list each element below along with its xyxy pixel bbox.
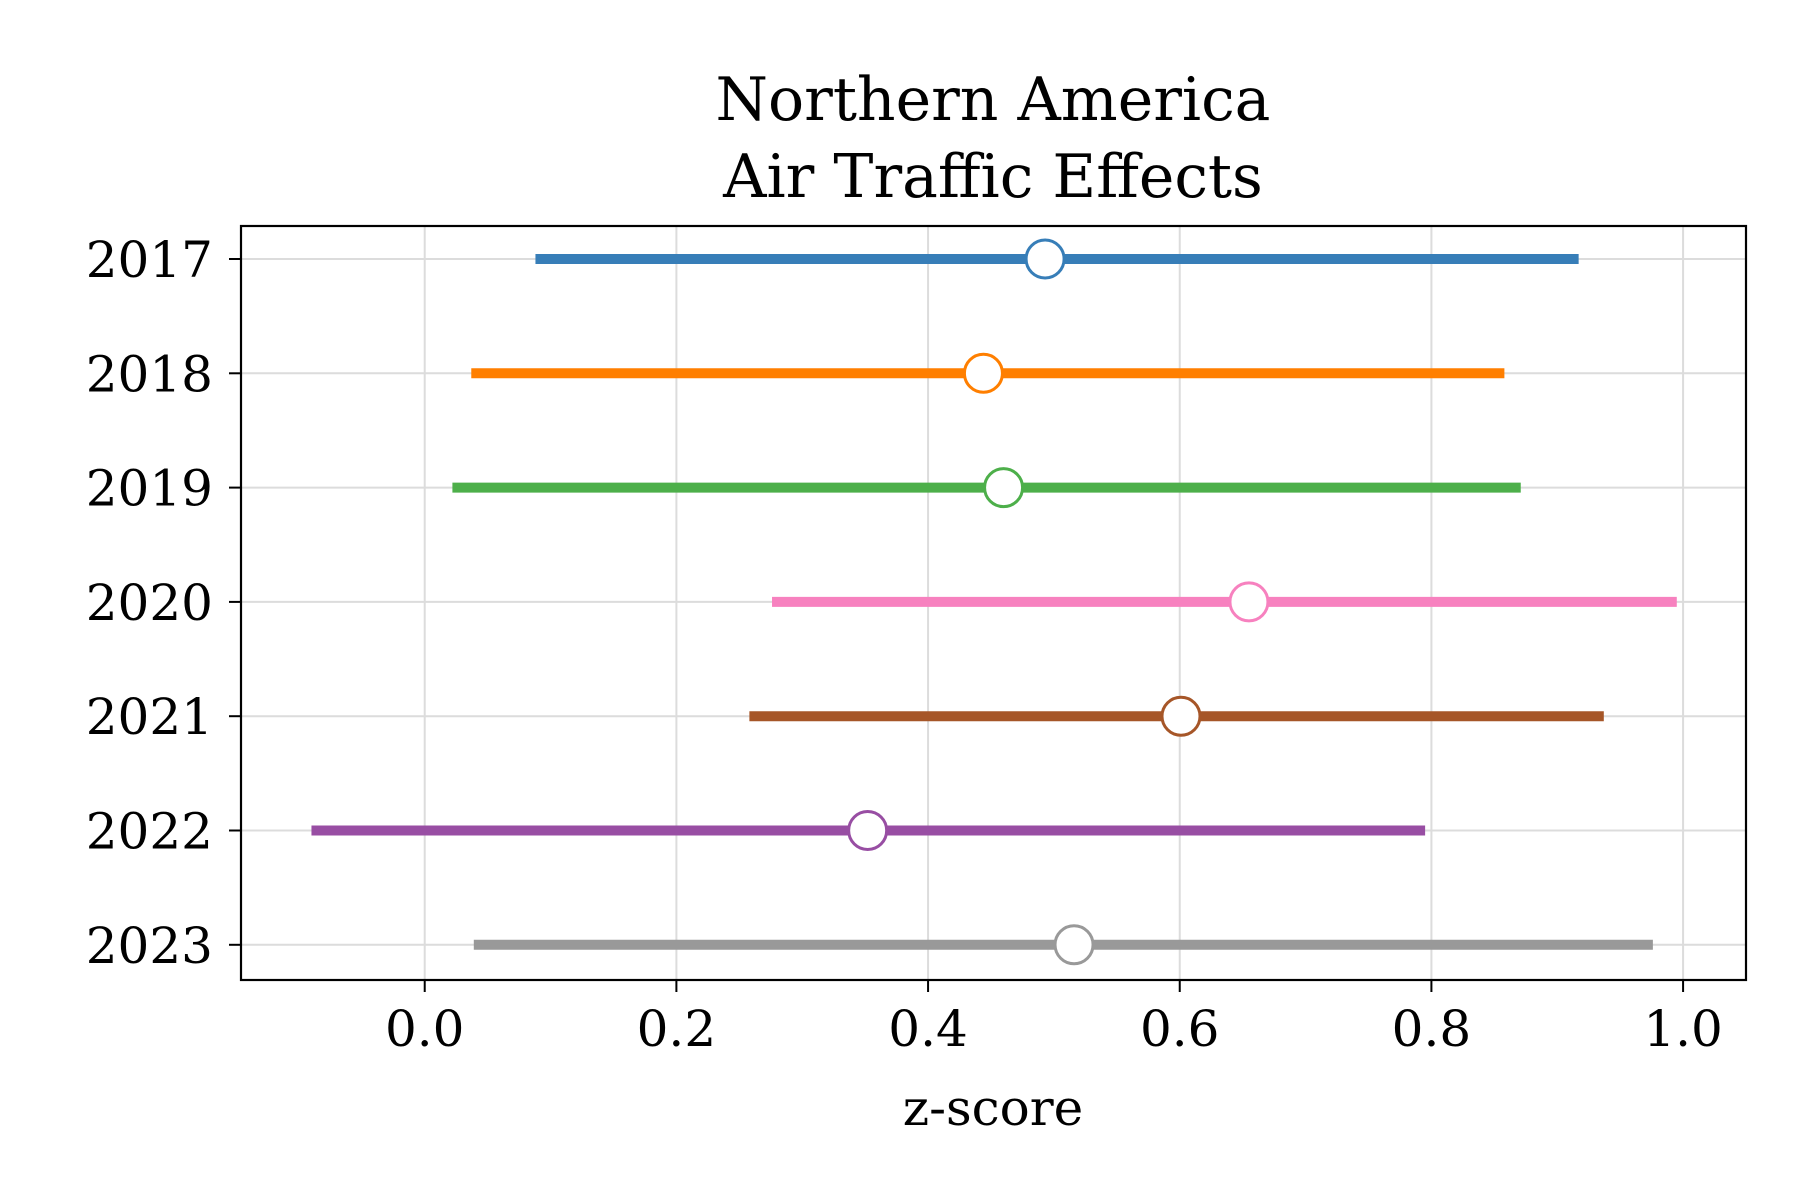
estimate-point (1053, 924, 1095, 966)
y-tick-label: 2023 (86, 917, 213, 975)
y-tick-label: 2019 (86, 460, 213, 518)
title-line-1: Northern America (716, 65, 1271, 135)
x-tick-label: 1.0 (1643, 1000, 1723, 1058)
x-tick-label: 0.2 (637, 1000, 717, 1058)
estimate-point (847, 810, 889, 851)
x-tick-label: 0.8 (1392, 1000, 1472, 1058)
x-tick-label: 0.0 (385, 1000, 465, 1058)
x-tick-label: 0.4 (888, 1000, 968, 1058)
plot-frame (239, 224, 1748, 982)
title-line-2: Air Traffic Effects (722, 142, 1263, 212)
estimate-point (1024, 238, 1066, 280)
chart-title: Northern America Air Traffic Effects (716, 65, 1271, 212)
x-tick-label: 0.6 (1140, 1000, 1220, 1058)
y-tick-label: 2021 (86, 688, 213, 746)
x-axis-label: z-score (903, 1079, 1084, 1137)
y-tick-label: 2018 (86, 345, 213, 403)
estimate-point (983, 467, 1025, 509)
y-tick-label: 2022 (86, 803, 213, 861)
estimate-point (962, 352, 1004, 394)
y-tick-label: 2020 (86, 574, 213, 632)
estimate-point (1160, 695, 1202, 737)
estimate-point (1228, 581, 1270, 623)
y-tick-label: 2017 (86, 231, 213, 289)
plot-marks (311, 238, 1677, 966)
axes: 0.0 0.2 0.4 0.6 0.8 1.0 2017 2018 2019 2020 2021 20… (86, 231, 1723, 1058)
